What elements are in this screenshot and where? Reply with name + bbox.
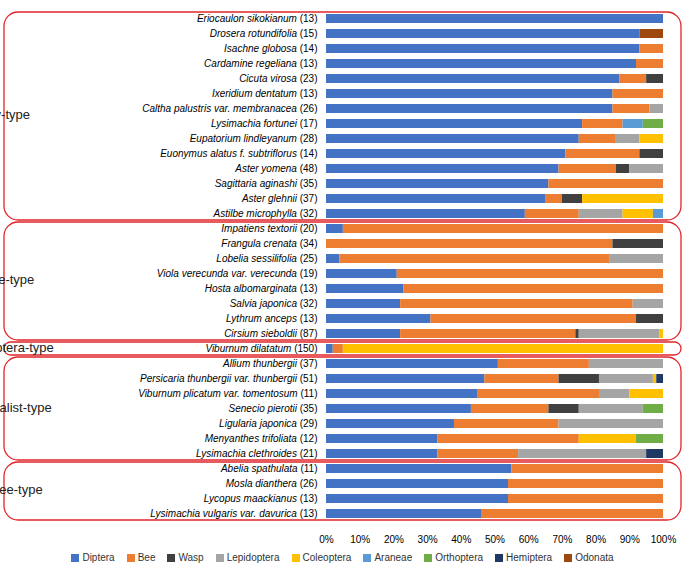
svg-text:Eriocaulon sikokianum (13): Eriocaulon sikokianum (13) [197,13,318,24]
html-text:Bee: Bee [137,552,156,563]
svg-text:Salvia japonica (32): Salvia japonica (32) [230,298,318,309]
svg-text:Euonymus alatus f. subtrifloru: Euonymus alatus f. subtriflorus (14) [160,148,317,159]
svg-text:Astilbe microphylla (32): Astilbe microphylla (32) [213,208,318,219]
svg-text:Lycopus maackianus (13): Lycopus maackianus (13) [204,493,318,504]
svg-text:fly-type: fly-type [0,107,30,122]
svg-text:Impatiens textorii (20): Impatiens textorii (20) [221,223,317,234]
svg-text:Cicuta virosa (23): Cicuta virosa (23) [239,73,317,84]
svg-text:Menyanthes trifoliata (12): Menyanthes trifoliata (12) [205,433,318,444]
html-text:Lepidoptera: Lepidoptera [226,552,280,563]
svg-text:Viola verecunda var. verecunda: Viola verecunda var. verecunda (19) [157,268,318,279]
html-text:Odonata: Odonata [575,552,614,563]
svg-text:Caltha palustris var. membrana: Caltha palustris var. membranacea (26) [142,103,317,114]
html-text:Araneae: Araneae [374,552,413,563]
html-text:Diptera: Diptera [82,552,115,563]
svg-text:Senecio pierotii (35): Senecio pierotii (35) [229,403,318,414]
svg-text:Lysimachia clethroides (21): Lysimachia clethroides (21) [196,448,318,459]
svg-text:Sagittaria aginashi (35): Sagittaria aginashi (35) [215,178,318,189]
svg-text:Viburnum dilatatum (150): Viburnum dilatatum (150) [205,343,317,354]
svg-text:Drosera rotundifolia (15): Drosera rotundifolia (15) [210,28,318,39]
svg-text:Aster glehnii (37): Aster glehnii (37) [241,193,318,204]
svg-text:Lysimachia vulgaris var. davur: Lysimachia vulgaris var. davurica (13) [150,508,317,519]
svg-text:Persicaria thunbergii var. thu: Persicaria thunbergii var. thunbergii (5… [140,373,318,384]
svg-text:90%: 90% [620,534,640,545]
svg-text:Aster yomena (48): Aster yomena (48) [234,163,317,174]
svg-text:Isachne globosa (14): Isachne globosa (14) [224,43,317,54]
svg-text:10%: 10% [350,534,370,545]
svg-text:Cardamine regeliana (13): Cardamine regeliana (13) [204,58,317,69]
svg-text:60%: 60% [519,534,539,545]
svg-text:Mosla dianthera (26): Mosla dianthera (26) [226,478,318,489]
svg-text:0%: 0% [319,534,334,545]
svg-text:generalist-type: generalist-type [0,400,52,415]
svg-text:30%: 30% [418,534,438,545]
svg-text:20%: 20% [384,534,404,545]
svg-text:Cirsium sieboldii (87): Cirsium sieboldii (87) [224,328,317,339]
html-text:Wasp: Wasp [178,552,204,563]
html-text:Orthoptera: Orthoptera [435,552,483,563]
svg-text:fly/bee-type: fly/bee-type [0,482,43,497]
svg-text:Hosta albomarginata (13): Hosta albomarginata (13) [205,283,318,294]
svg-text:80%: 80% [586,534,606,545]
svg-text:Lysimachia fortunei (17): Lysimachia fortunei (17) [211,118,318,129]
svg-text:bee-type: bee-type [0,272,34,287]
svg-text:Lobelia sessilifolia (25): Lobelia sessilifolia (25) [216,253,317,264]
html-text:Hemiptera: Hemiptera [506,552,553,563]
html-text:Coleoptera: Coleoptera [302,552,352,563]
svg-text:100%: 100% [651,534,677,545]
svg-text:Frangula crenata (34): Frangula crenata (34) [221,238,317,249]
svg-text:Eupatorium lindleyanum (28): Eupatorium lindleyanum (28) [190,133,318,144]
svg-text:Abelia spathulata (11): Abelia spathulata (11) [220,463,318,474]
svg-text:40%: 40% [451,534,471,545]
svg-text:Allium thunbergii (37): Allium thunbergii (37) [222,358,318,369]
svg-text:Ligularia japonica (29): Ligularia japonica (29) [219,418,317,429]
svg-text:Ixeridium dentatum (13): Ixeridium dentatum (13) [212,88,318,99]
svg-text:coleoptera-type: coleoptera-type [0,340,54,355]
svg-text:Viburnum plicatum var. tomento: Viburnum plicatum var. tomentosum (11) [138,388,317,399]
svg-text:50%: 50% [485,534,505,545]
svg-text:Lythrum anceps (13): Lythrum anceps (13) [226,313,318,324]
svg-text:70%: 70% [552,534,572,545]
